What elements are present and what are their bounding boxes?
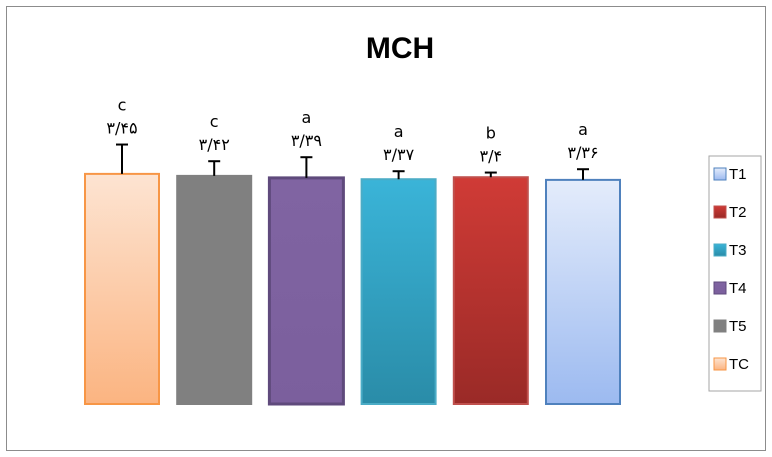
legend-swatch-t1 [713,167,727,181]
bar-tc [84,172,160,405]
legend-swatch-t2 [713,205,727,219]
bar-t1 [545,178,621,405]
bar-t5 [176,174,253,405]
legend: T1 T2 T3 T4 T5 TC [708,155,762,392]
bar-t2 [452,176,529,405]
significance-letter-tc: c [118,96,127,115]
legend-label-t2: T2 [729,204,747,221]
bar-t3 [360,178,437,405]
chart-svg: MCH ۳/۴۵ c ۳/۴۲ c ۳/۳۹ a ۳/۳۷ a ۳/۴ b ۳/۳۶ a T1 T2 T3… [84,32,762,406]
significance-letter-t4: a [301,108,311,127]
legend-swatch-t3 [713,243,727,257]
significance-letter-t5: c [210,112,219,131]
legend-swatch-tc [713,357,727,371]
legend-swatch-t5 [713,319,727,333]
value-label-t5: ۳/۴۲ [199,135,230,154]
bar-t4 [267,176,345,406]
significance-letter-t3: a [394,122,404,141]
legend-label-t4: T4 [729,280,747,297]
legend-label-t5: T5 [729,318,747,335]
plot-area: ۳/۴۵ c ۳/۴۲ c ۳/۳۹ a ۳/۳۷ a ۳/۴ b ۳/۳۶ a [84,96,621,406]
legend-swatch-t4 [713,281,727,295]
chart-frame: MCH ۳/۴۵ c ۳/۴۲ c ۳/۳۹ a ۳/۳۷ a ۳/۴ b ۳/۳۶ a T1 T2 T3… [6,6,766,451]
significance-letter-t2: b [486,124,496,143]
value-label-t2: ۳/۴ [480,147,503,166]
legend-label-t3: T3 [729,242,747,259]
value-label-t3: ۳/۳۷ [383,145,415,164]
chart-title: MCH [366,32,434,65]
significance-letter-t1: a [578,120,588,139]
legend-label-tc: TC [729,356,749,373]
legend-box [708,155,762,392]
value-label-tc: ۳/۴۵ [106,119,137,138]
legend-label-t1: T1 [729,166,747,183]
value-label-t4: ۳/۳۹ [291,131,322,150]
value-label-t1: ۳/۳۶ [567,143,598,162]
